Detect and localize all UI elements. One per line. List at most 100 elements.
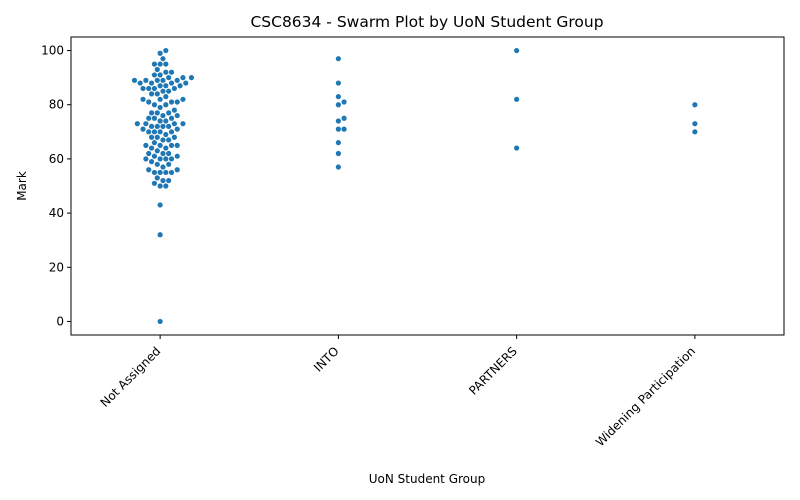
data-point <box>154 148 160 154</box>
data-point <box>341 126 347 132</box>
plot-area <box>131 47 698 325</box>
data-point <box>157 202 163 208</box>
data-point <box>180 96 186 102</box>
data-point <box>151 85 158 92</box>
data-point <box>171 107 177 113</box>
data-point <box>143 77 149 83</box>
y-axis: 0 20 40 60 80 100 <box>41 44 71 328</box>
data-point <box>171 134 177 140</box>
data-point <box>157 72 163 78</box>
data-point <box>157 156 163 162</box>
data-point <box>146 167 152 173</box>
plot-frame <box>70 36 785 336</box>
data-point <box>151 72 158 78</box>
data-point <box>160 77 166 83</box>
data-point <box>335 94 341 100</box>
data-point <box>692 129 698 135</box>
data-point <box>692 121 698 127</box>
data-point <box>160 56 166 62</box>
data-point <box>174 167 180 173</box>
x-tick-label: Widening Participation <box>593 344 698 449</box>
data-point <box>151 129 158 135</box>
data-point <box>146 115 152 121</box>
data-point <box>148 134 155 140</box>
data-point <box>335 56 341 62</box>
data-point <box>148 110 155 116</box>
data-point <box>154 77 160 83</box>
data-point <box>154 66 160 73</box>
data-point <box>174 99 180 105</box>
data-point <box>157 50 163 56</box>
data-point <box>166 88 172 94</box>
data-point <box>140 96 146 102</box>
data-point <box>157 129 163 135</box>
data-point <box>151 180 158 186</box>
data-point <box>168 99 175 105</box>
data-point <box>163 47 169 54</box>
data-point <box>157 318 163 325</box>
data-point <box>163 131 169 138</box>
y-tick-label: 100 <box>41 44 64 58</box>
data-point <box>163 69 169 75</box>
data-point <box>174 142 180 148</box>
data-point <box>157 183 163 189</box>
data-point <box>335 102 341 108</box>
data-point <box>174 153 180 159</box>
data-point <box>146 85 152 92</box>
data-point <box>151 61 158 67</box>
data-point <box>168 169 175 176</box>
data-point <box>154 110 160 116</box>
data-point <box>163 145 169 151</box>
data-point <box>163 102 169 108</box>
data-point <box>514 145 520 151</box>
data-point <box>166 177 172 184</box>
data-point <box>163 156 169 162</box>
x-tick-label: INTO <box>311 344 342 375</box>
data-point <box>157 96 163 102</box>
y-tick-label: 80 <box>49 98 64 112</box>
data-point <box>160 88 166 94</box>
data-point <box>148 91 155 97</box>
data-point <box>160 137 166 143</box>
data-point <box>335 126 341 132</box>
data-point <box>143 156 149 162</box>
x-axis-label: UoN Student Group <box>369 472 486 486</box>
data-point <box>171 85 177 92</box>
data-point <box>148 80 155 86</box>
data-point <box>131 77 138 83</box>
data-point <box>168 69 175 75</box>
data-point <box>137 80 143 86</box>
data-point <box>154 161 160 167</box>
data-point <box>335 164 341 170</box>
data-point <box>157 61 163 67</box>
data-point <box>166 75 172 81</box>
y-tick-label: 60 <box>49 152 64 166</box>
data-point <box>140 85 146 92</box>
data-point <box>174 77 180 83</box>
data-point <box>174 112 180 119</box>
data-point <box>188 75 195 81</box>
y-tick-label: 20 <box>49 260 64 274</box>
data-point <box>157 169 163 176</box>
data-point <box>168 142 175 148</box>
data-point <box>341 99 347 105</box>
data-point <box>166 137 172 143</box>
data-point <box>143 142 149 148</box>
data-point <box>146 150 152 157</box>
data-point <box>151 169 158 176</box>
data-point <box>166 161 172 167</box>
data-point <box>157 118 163 124</box>
data-point <box>154 134 160 140</box>
x-tick-label: PARTNERS <box>466 344 520 398</box>
data-point <box>341 115 347 121</box>
data-point <box>146 99 152 105</box>
data-point <box>514 96 520 102</box>
data-point <box>157 83 163 89</box>
data-point <box>171 121 177 127</box>
data-point <box>157 232 163 238</box>
data-point <box>168 115 175 121</box>
data-point <box>177 83 183 89</box>
data-point <box>168 80 175 86</box>
data-point <box>160 112 166 119</box>
